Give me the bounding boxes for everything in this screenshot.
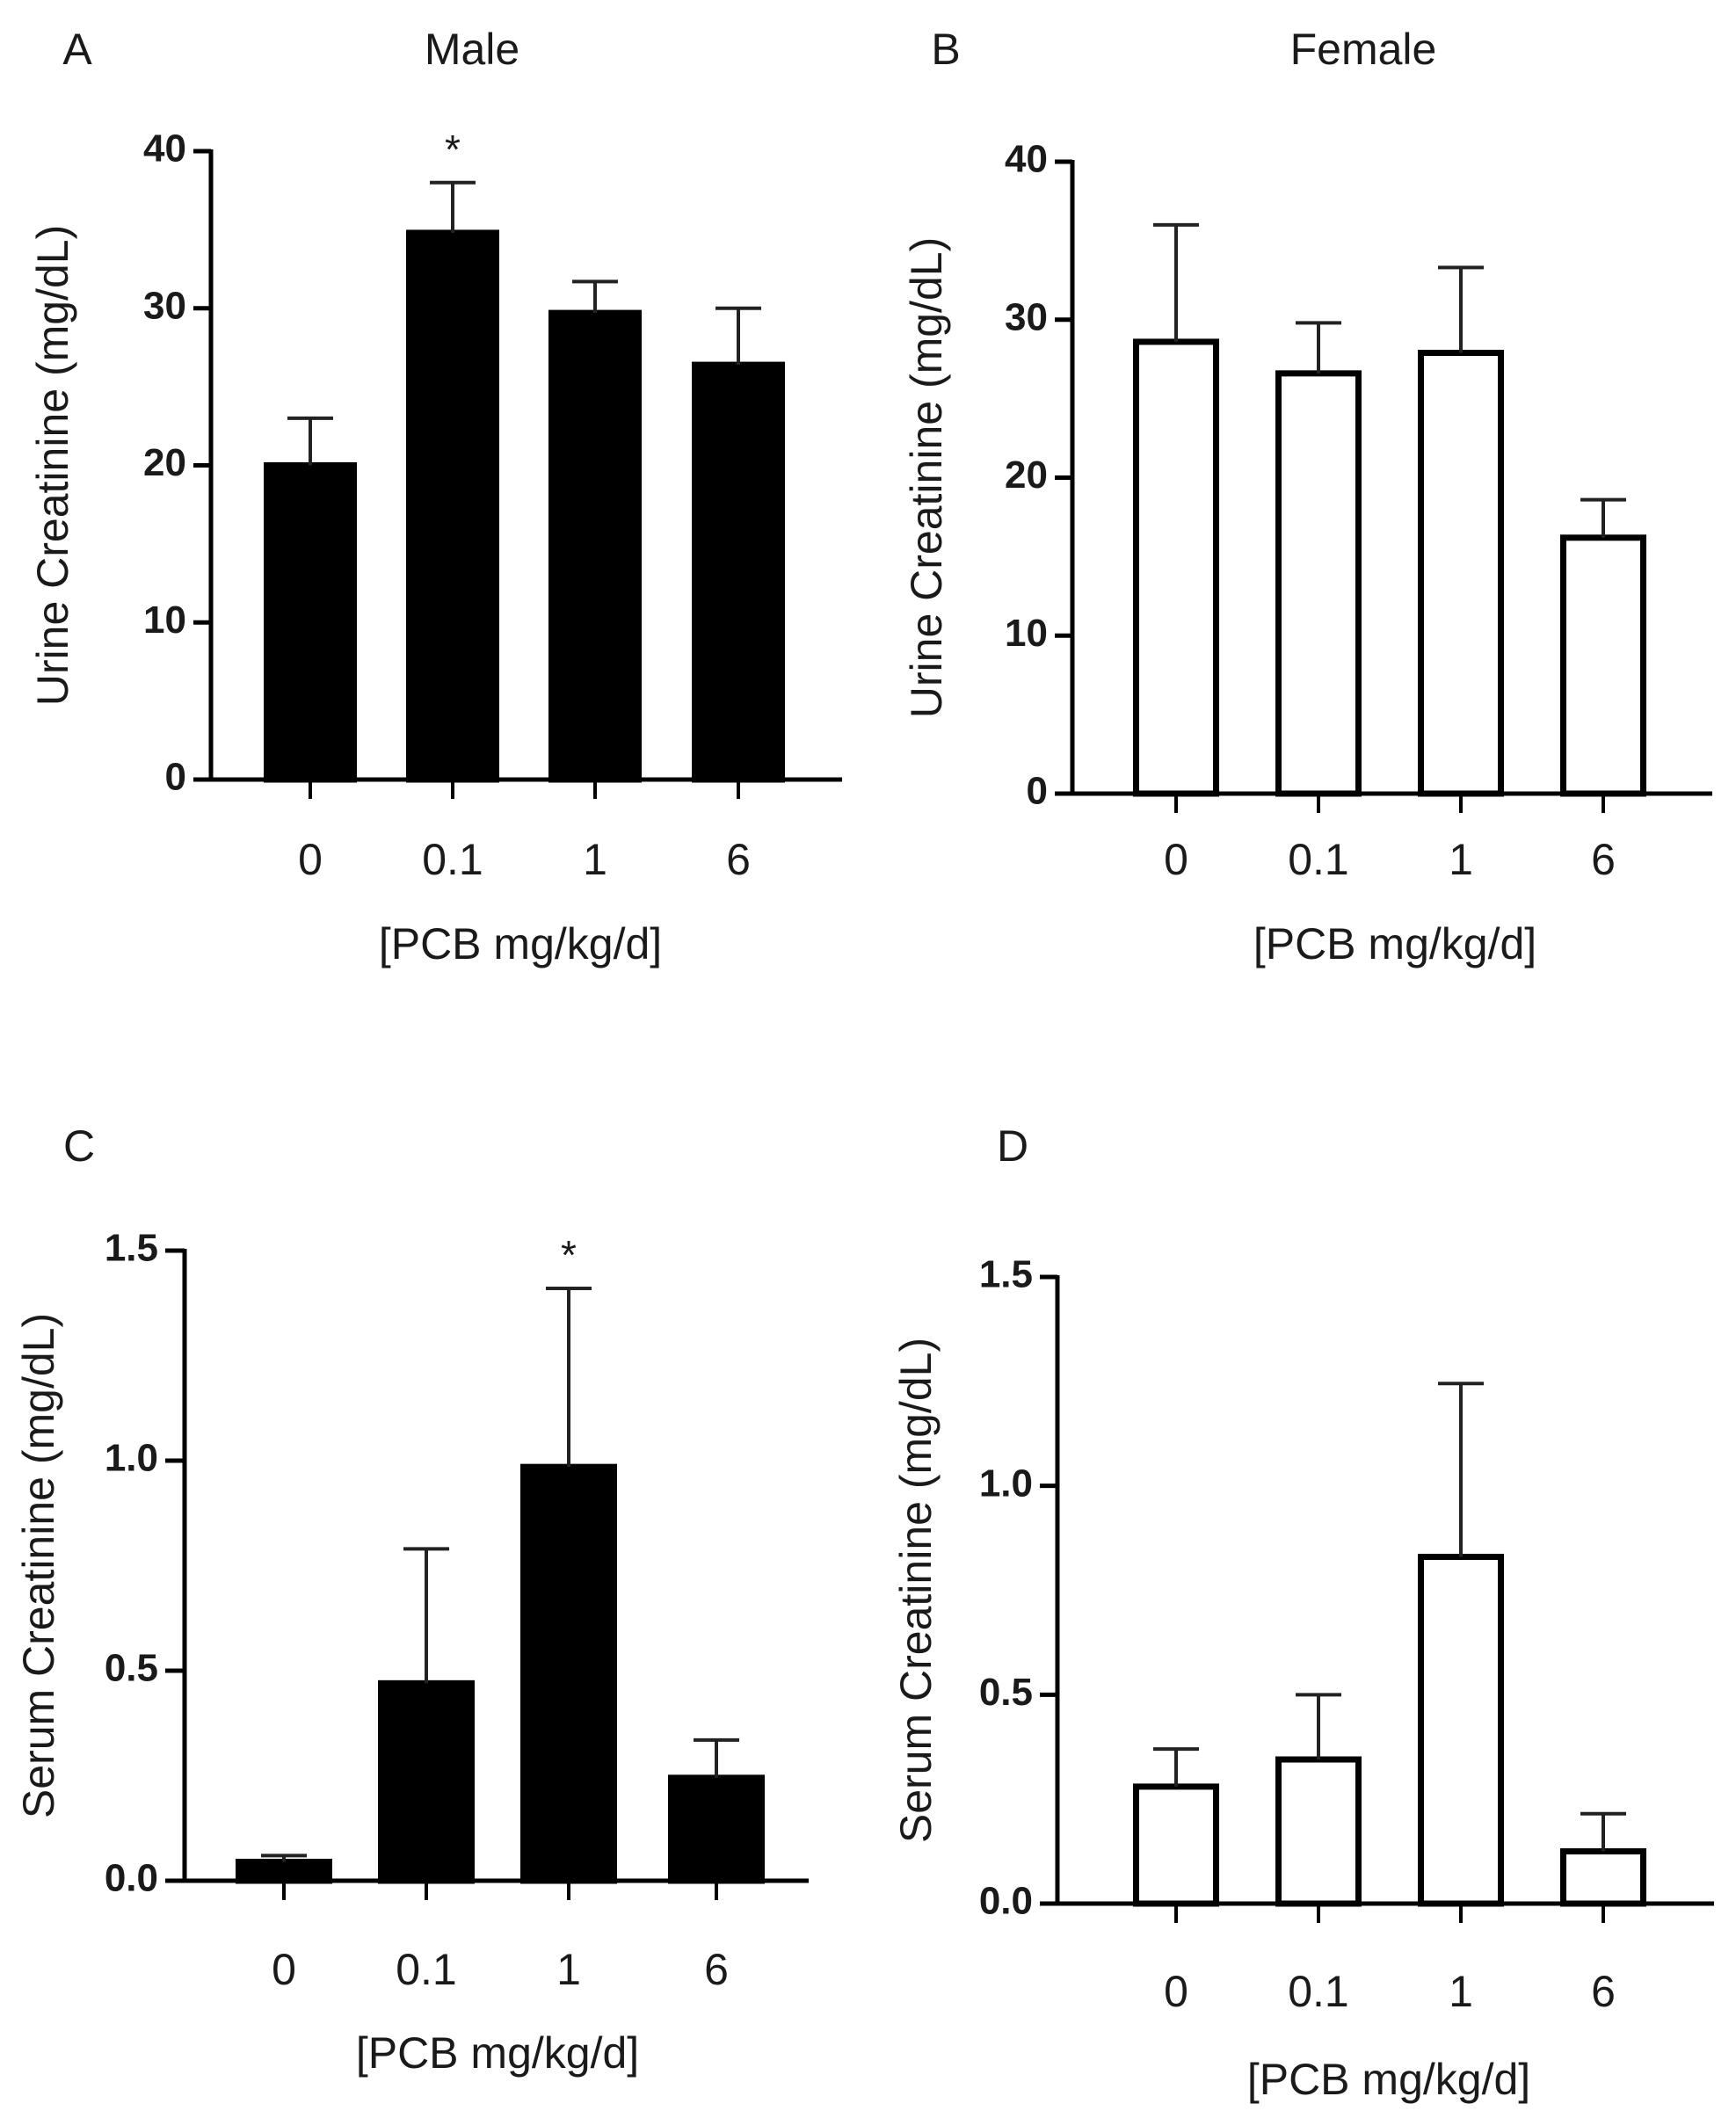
significance-marker-1: * <box>445 127 461 172</box>
x-axis-title: [PCB mg/kg/d] <box>1253 919 1536 968</box>
y-tick-label-3: 30 <box>1005 295 1048 338</box>
x-tick-label-0: 0 <box>1164 835 1188 884</box>
bar-2 <box>548 309 642 783</box>
bar-1 <box>1275 1756 1362 1907</box>
y-tick-label-3: 30 <box>143 284 186 327</box>
x-tick-label-3: 6 <box>1591 835 1616 884</box>
bar-0 <box>1133 1783 1219 1907</box>
x-tick-label-1: 0.1 <box>1288 1967 1349 2016</box>
y-tick-label-1: 0.5 <box>979 1671 1033 1714</box>
x-tick-label-0: 0 <box>272 1945 296 1994</box>
x-tick-label-1: 0.1 <box>396 1945 457 1994</box>
bar-2 <box>1418 1553 1504 1907</box>
bar-1 <box>406 229 499 783</box>
y-axis-title: Serum Creatinine (mg/dL) <box>891 1338 941 1843</box>
y-axis-title: Urine Creatinine (mg/dL) <box>28 225 77 706</box>
x-tick-label-3: 6 <box>726 835 751 884</box>
x-tick-label-1: 0.1 <box>422 835 483 884</box>
bar-0 <box>1133 338 1219 797</box>
chart-panel-c: C 0 0.1 * 1 6 0.0 0.5 1.0 1.5 [PCB mg/kg/d] Serum C… <box>14 1121 809 2078</box>
y-tick-label-1: 10 <box>1005 612 1048 655</box>
y-tick-label-2: 1.0 <box>105 1437 158 1480</box>
panel-label: D <box>997 1121 1028 1171</box>
bar-2 <box>520 1463 617 1884</box>
y-tick-label-1: 0.5 <box>105 1647 158 1690</box>
x-tick-label-2: 1 <box>583 835 607 884</box>
x-tick-label-2: 1 <box>1449 1967 1473 2016</box>
y-tick-label-0: 0 <box>165 756 186 799</box>
chart-panel-a: A Male 0 * 0.1 1 6 0 10 20 30 40 [PCB mg/kg/d] Urine … <box>28 25 842 968</box>
chart-panel-b: B Female 0 0.1 1 6 0 10 20 30 40 [PCB mg/kg/d] Urine… <box>902 25 1712 968</box>
y-tick-label-4: 40 <box>143 127 186 170</box>
x-axis-title: [PCB mg/kg/d] <box>356 2028 639 2078</box>
y-tick-label-3: 1.5 <box>979 1253 1033 1296</box>
bar-3 <box>1560 1848 1646 1907</box>
panel-title: Female <box>1290 25 1437 74</box>
y-tick-label-1: 10 <box>143 598 186 642</box>
y-axis-title: Serum Creatinine (mg/dL) <box>14 1313 63 1818</box>
y-axis-title: Urine Creatinine (mg/dL) <box>902 237 951 718</box>
bar-3 <box>692 361 785 783</box>
x-tick-label-3: 6 <box>1591 1967 1616 2016</box>
x-tick-label-2: 1 <box>1449 835 1473 884</box>
bar-3 <box>1560 534 1646 797</box>
y-tick-label-3: 1.5 <box>105 1227 158 1270</box>
y-tick-label-2: 20 <box>143 441 186 484</box>
y-tick-label-2: 1.0 <box>979 1462 1033 1505</box>
bar-0 <box>236 1858 332 1884</box>
panel-label: B <box>931 25 960 74</box>
x-tick-label-0: 0 <box>298 835 323 884</box>
y-tick-label-4: 40 <box>1005 138 1048 181</box>
significance-marker-2: * <box>561 1232 577 1278</box>
x-tick-label-3: 6 <box>704 1945 729 1994</box>
panel-label: A <box>62 25 92 74</box>
y-tick-label-0: 0.0 <box>979 1880 1033 1923</box>
y-tick-label-0: 0 <box>1027 770 1048 813</box>
x-tick-label-1: 0.1 <box>1288 835 1349 884</box>
chart-panel-d: D 0 0.1 1 6 0.0 0.5 1.0 1.5 [PCB mg/kg/d] Serum Cr… <box>891 1121 1714 2104</box>
x-axis-title: [PCB mg/kg/d] <box>1247 2055 1530 2104</box>
x-tick-label-2: 1 <box>556 1945 581 1994</box>
bar-1 <box>1275 370 1362 797</box>
y-tick-label-0: 0.0 <box>105 1857 158 1900</box>
bar-0 <box>264 462 357 783</box>
x-tick-label-0: 0 <box>1164 1967 1188 2016</box>
panel-label: C <box>63 1121 95 1171</box>
bar-2 <box>1418 349 1504 797</box>
bar-1 <box>378 1679 475 1884</box>
panel-title: Male <box>425 25 519 74</box>
bar-3 <box>668 1774 765 1884</box>
y-tick-label-2: 20 <box>1005 453 1048 497</box>
x-axis-title: [PCB mg/kg/d] <box>379 919 662 968</box>
